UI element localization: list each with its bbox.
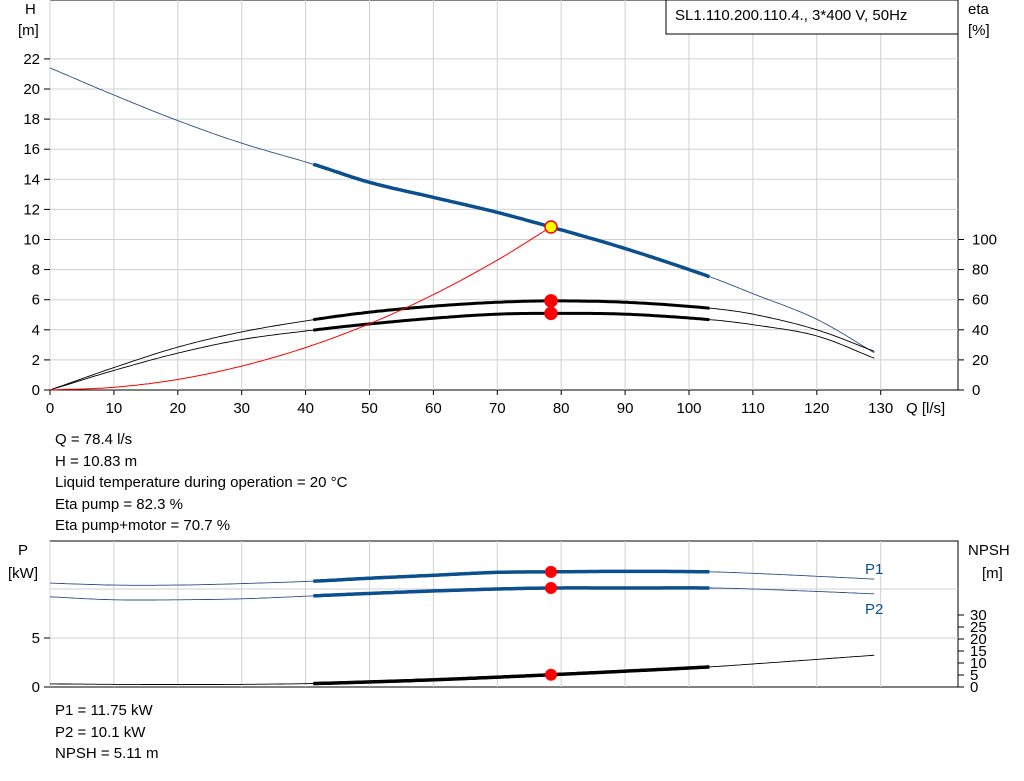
readout-q: Q = 78.4 l/s xyxy=(55,431,133,448)
x-tick-label: 20 xyxy=(169,400,186,417)
readout-npsh: NPSH = 5.11 m xyxy=(55,745,159,762)
x-tick-label: 70 xyxy=(489,400,506,417)
x-tick-label: 120 xyxy=(804,400,829,417)
eta_pump-curve-operating xyxy=(313,299,710,322)
npsh-axis-label: NPSH xyxy=(968,542,1010,559)
eta-unit-label: [%] xyxy=(968,22,990,39)
h-tick-label: 20 xyxy=(23,81,40,98)
readout-h: H = 10.83 m xyxy=(55,452,138,470)
eta_pump_motor-curve-full xyxy=(49,312,875,391)
h-tick-label: 10 xyxy=(23,232,40,249)
h-tick-label: 2 xyxy=(32,352,40,369)
title-box xyxy=(665,0,959,35)
x-tick-label: 80 xyxy=(553,400,570,417)
x-tick-label: 40 xyxy=(297,400,314,417)
x-tick-label: 30 xyxy=(233,400,250,417)
upper-series xyxy=(49,67,875,391)
P1-curve-operating xyxy=(313,569,710,583)
P2-curve-operating xyxy=(313,586,710,598)
tick-labels: 0 10 20 30 40 50 60 70 80 90 100 110 120 130024681012… xyxy=(23,51,997,696)
eta_pump-duty-point xyxy=(544,294,558,308)
system-curve-line xyxy=(49,228,549,391)
npsh-tick-label: 5 xyxy=(970,667,978,684)
NPSH-curve-operating xyxy=(313,665,710,686)
x-tick-label: 60 xyxy=(425,400,442,417)
H-curve-full xyxy=(49,67,875,354)
h-tick-label: 12 xyxy=(23,201,40,218)
x-tick-label: 130 xyxy=(868,400,893,417)
h-tick-label: 4 xyxy=(32,322,40,339)
P1-duty-point xyxy=(544,565,557,578)
readout-p1: P1 = 11.75 kW xyxy=(55,702,153,719)
p-axis-label: P xyxy=(18,542,28,559)
x-tick-label: 90 xyxy=(617,400,634,417)
npsh-tick-label: 15 xyxy=(970,643,987,660)
H-duty-point xyxy=(544,220,558,234)
h-tick-label: 0 xyxy=(32,382,40,399)
h-tick-label: 8 xyxy=(32,262,40,279)
upper-grid xyxy=(49,0,958,390)
P2-duty-point xyxy=(544,582,557,595)
p2-series-label: P2 xyxy=(865,601,883,618)
x-tick-label: 0 xyxy=(46,400,54,417)
npsh-tick-label: 25 xyxy=(970,619,987,636)
npsh-unit-label: [m] xyxy=(982,565,1003,582)
readout-p2: P2 = 10.1 kW xyxy=(55,723,146,741)
eta-tick-label: 80 xyxy=(972,262,989,279)
eta-tick-label: 0 xyxy=(972,382,980,399)
upper-readout: Q = 78.4 l/s H = 10.83 m Liquid temperat… xyxy=(55,429,347,537)
NPSH-duty-point xyxy=(544,668,557,681)
readout-eta-pump-motor: Eta pump+motor = 70.7 % xyxy=(55,517,231,534)
eta-tick-label: 20 xyxy=(972,352,989,369)
title-box-text: SL1.110.200.110.4., 3*400 V, 50Hz xyxy=(675,7,907,24)
lower-plot-frame xyxy=(49,540,959,688)
lower-grid xyxy=(49,541,958,687)
eta-tick-label: 60 xyxy=(972,292,989,309)
readout-liquid-temperature: Liquid temperature during operation = 20… xyxy=(55,474,348,491)
lower-series xyxy=(49,565,875,686)
x-tick-label: 50 xyxy=(361,400,378,417)
h-tick-label: 6 xyxy=(32,292,40,309)
eta_pump-curve-full xyxy=(49,300,875,391)
x-tick-label: 100 xyxy=(676,400,701,417)
h-unit-label: [m] xyxy=(18,22,39,39)
h-tick-label: 16 xyxy=(23,141,40,158)
npsh-tick-label: 30 xyxy=(970,607,987,624)
q-axis-label: Q [l/s] xyxy=(906,400,945,417)
h-tick-label: 14 xyxy=(23,171,40,188)
p1-series-label: P1 xyxy=(865,561,883,578)
eta_pump_motor-curve-operating xyxy=(313,311,710,332)
h-tick-label: 22 xyxy=(23,51,40,68)
readout-eta-pump: Eta pump = 82.3 % xyxy=(55,495,183,513)
eta-axis-label: eta xyxy=(968,1,990,18)
eta-tick-label: 40 xyxy=(972,322,989,339)
h-tick-label: 18 xyxy=(23,111,40,128)
x-tick-label: 10 xyxy=(106,400,123,417)
lower-readout: P1 = 11.75 kW P2 = 10.1 kW NPSH = 5.11 m xyxy=(55,700,159,765)
npsh-tick-label: 0 xyxy=(970,679,978,696)
eta_pump_motor-duty-point xyxy=(544,306,558,321)
p-tick-label: 0 xyxy=(32,679,40,696)
npsh-tick-label: 20 xyxy=(970,631,987,648)
H-curve-operating xyxy=(312,162,711,279)
npsh-tick-label: 10 xyxy=(970,655,987,672)
p-unit-label: [kW] xyxy=(8,565,38,582)
p-tick-label: 5 xyxy=(32,630,40,647)
eta-tick-label: 100 xyxy=(972,232,997,249)
x-tick-label: 110 xyxy=(741,400,765,417)
h-axis-label: H xyxy=(25,1,36,18)
